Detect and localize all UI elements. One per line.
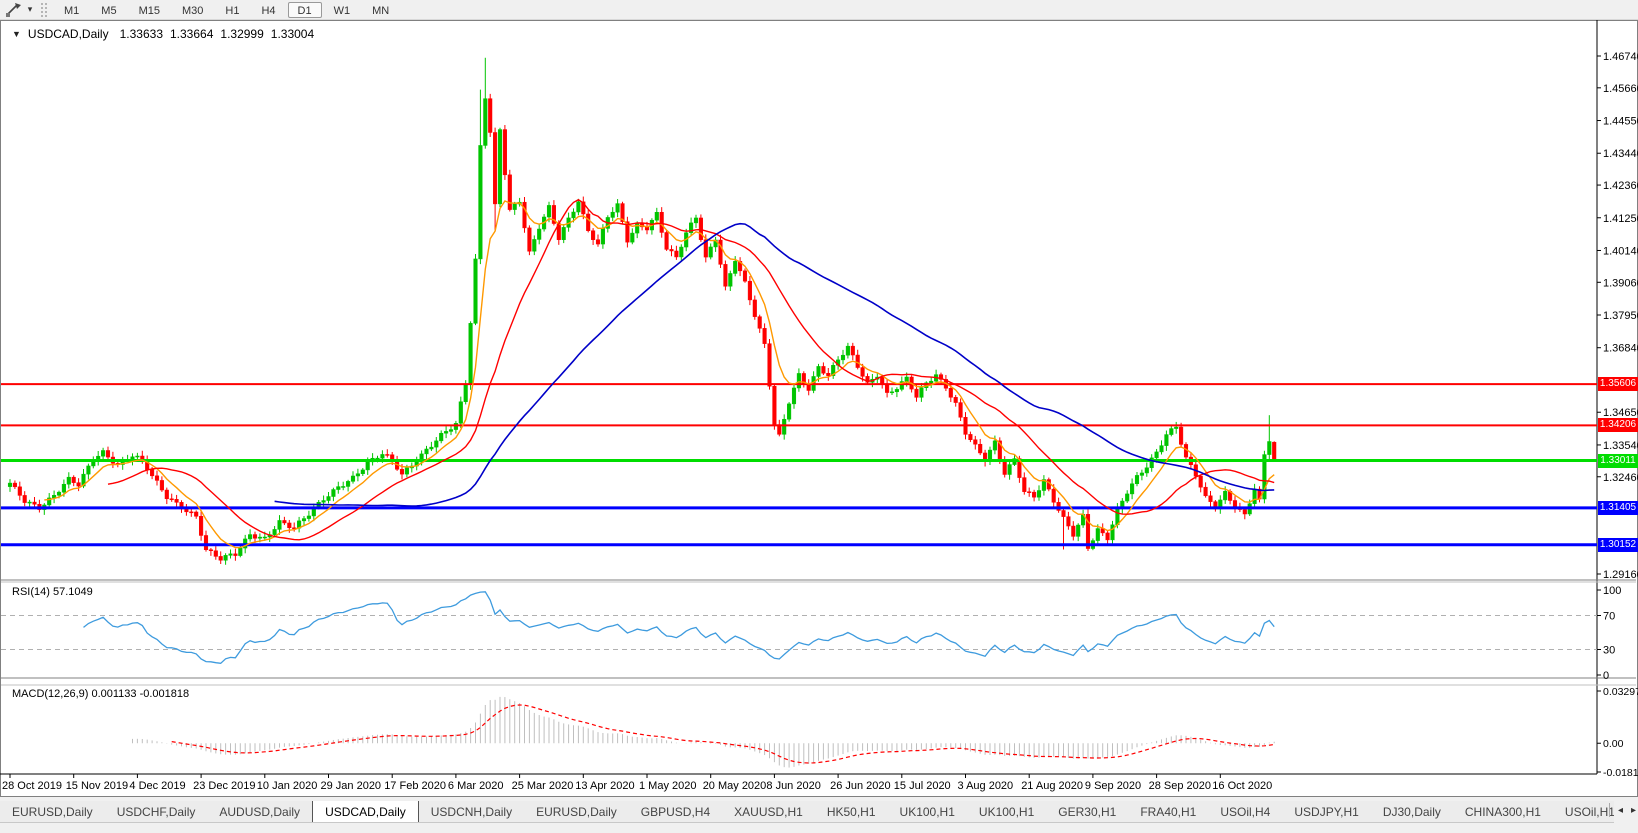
timeframe-buttons: M1 M5 M15 M30 H1 H4 D1 W1 MN [53,1,400,18]
timeframe-button-h1[interactable]: H1 [225,4,240,17]
axis-tick-label: 1.41250 [1603,213,1638,225]
chart-tab-uk100-h1[interactable]: UK100,H1 [887,801,967,822]
date-axis-label: 16 Oct 2020 [1212,780,1272,792]
chart-tab-eurusd-daily[interactable]: EURUSD,Daily [524,801,629,822]
tab-scroll-right-icon[interactable]: ▸ [1630,804,1636,816]
axis-tick-label: 1.32460 [1603,472,1638,484]
date-axis-label: 3 Aug 2020 [958,780,1014,792]
axis-tick-label: 1.44550 [1603,116,1638,128]
date-axis-label: 10 Jan 2020 [257,780,318,792]
chart-tabs: EURUSD,Daily USDCHF,Daily AUDUSD,Daily USDC… [0,801,1614,823]
date-axis-label: 29 Jan 2020 [321,780,382,792]
axis-tick-label: 1.45660 [1603,83,1638,95]
chart-tab-dj30-daily[interactable]: DJ30,Daily [1370,801,1453,822]
timeframe-button-d1[interactable]: D1 [287,1,322,18]
chart-tab-usoil-h1[interactable]: USOil,H1 [1552,801,1614,822]
price-line-tag-1.33011: 1.33011 [1598,453,1638,468]
axis-tick-label: -0.018154 [1603,767,1638,779]
tab-scroll-left-icon[interactable]: ◂ [1617,804,1623,816]
axis-tick-label: 0.00 [1603,738,1624,750]
price-line-tag-1.35606: 1.35606 [1598,377,1638,392]
ohlc-open: 1.33633 [119,27,163,41]
date-axis-label: 6 Mar 2020 [448,780,504,792]
toolbar-drag-handle[interactable] [41,2,47,17]
date-axis-label: 17 Feb 2020 [384,780,446,792]
draw-tool-icon[interactable] [3,2,23,18]
axis-tick-label: 30 [1603,645,1615,657]
timeframe-button-h4[interactable]: H4 [261,4,276,17]
tab-scroll-controls: ◂ ▸ [1608,803,1636,817]
chart-title: ▼ USDCAD,Daily 1.33633 1.33664 1.32999 1… [12,27,314,41]
date-axis-label: 15 Jul 2020 [894,780,951,792]
timeframe-button-m15[interactable]: M15 [138,4,160,17]
ohlc-high: 1.33664 [170,27,214,41]
chart-tab-uk100-h1[interactable]: UK100,H1 [966,801,1047,822]
chart-tab-ger30-h1[interactable]: GER30,H1 [1046,801,1129,822]
chart-collapse-icon[interactable]: ▼ [12,29,21,39]
chart-tab-hk50-h1[interactable]: HK50,H1 [814,801,888,822]
date-axis-label: 20 May 2020 [703,780,767,792]
price-line-tag-1.34206: 1.34206 [1598,418,1638,433]
chart-symbol-label: USDCAD,Daily [27,27,109,41]
rsi-indicator-label: RSI(14) 57.1049 [12,586,93,598]
timeframe-button-mn[interactable]: MN [372,4,390,17]
axis-tick-label: 0 [1603,670,1609,682]
timeframe-button-w1[interactable]: W1 [333,4,351,17]
date-axis-label: 25 Mar 2020 [512,780,574,792]
chart-tab-usdcnh-daily[interactable]: USDCNH,Daily [418,801,525,822]
ohlc-close: 1.33004 [270,27,315,41]
axis-tick-label: 1.39060 [1603,277,1638,289]
chart-tab-usdcad-daily[interactable]: USDCAD,Daily [312,801,419,822]
timeframe-toolbar: ▾ M1 M5 M15 M30 H1 H4 D1 W1 MN [0,0,1638,20]
chart-window: 1.46740 1.45660 1.44550 1.43440 1.42360 1.412… [0,20,1638,797]
axis-tick-label: 1.29160 [1603,569,1638,581]
date-axis-label: 13 Apr 2020 [575,780,634,792]
chart-tab-usoil-h4[interactable]: USOil,H4 [1208,801,1283,822]
axis-tick-label: 1.36840 [1603,343,1638,355]
date-axis-label: 21 Aug 2020 [1021,780,1083,792]
chart-tab-gbpusd-h4[interactable]: GBPUSD,H4 [628,801,723,822]
chart-tab-strip: EURUSD,Daily USDCHF,Daily AUDUSD,Daily USDC… [0,797,1638,833]
date-axis-label: 26 Jun 2020 [830,780,891,792]
tab-scroll-divider [1608,803,1610,817]
axis-tick-label: 1.40140 [1603,245,1638,257]
axis-tick-label: 1.33540 [1603,440,1638,452]
axis-tick-label: 70 [1603,611,1615,623]
axis-tick-label: 100 [1603,585,1621,597]
chart-tab-usdjpy-h1[interactable]: USDJPY,H1 [1282,801,1371,822]
chart-tab-eurusd-daily[interactable]: EURUSD,Daily [0,801,105,822]
chart-tab-usdchf-daily[interactable]: USDCHF,Daily [104,801,208,822]
timeframe-button-m5[interactable]: M5 [101,4,117,17]
axis-tick-label: 1.46740 [1603,51,1638,63]
chart-tab-fra40-h1[interactable]: FRA40,H1 [1128,801,1209,822]
date-axis-label: 8 Jun 2020 [766,780,820,792]
chart-tab-xauusd-h1[interactable]: XAUUSD,H1 [722,801,815,822]
axis-tick-label: 1.42360 [1603,180,1638,192]
date-axis-label: 23 Dec 2019 [193,780,255,792]
price-line-tag-1.30152: 1.30152 [1598,537,1638,552]
date-axis-label: 1 May 2020 [639,780,696,792]
timeframe-button-m1[interactable]: M1 [64,4,80,17]
draw-tool-dropdown-caret-icon[interactable]: ▾ [27,4,33,14]
axis-tick-label: 1.43440 [1603,148,1638,160]
chart-tab-china300-h1[interactable]: CHINA300,H1 [1452,801,1553,822]
date-axis-label: 28 Sep 2020 [1149,780,1211,792]
chart-tab-audusd-daily[interactable]: AUDUSD,Daily [207,801,313,822]
date-axis-label: 9 Sep 2020 [1085,780,1141,792]
axis-tick-label: 0.032972 [1603,686,1638,698]
date-axis-label: 15 Nov 2019 [66,780,128,792]
macd-indicator-label: MACD(12,26,9) 0.001133 -0.001818 [12,688,190,700]
candlestick-series [7,57,1277,565]
macd-histogram [132,696,1275,768]
axis-tick-label: 1.34650 [1603,407,1638,419]
date-axis-label: 4 Dec 2019 [129,780,185,792]
timeframe-button-m30[interactable]: M30 [181,4,204,17]
ohlc-low: 1.32999 [220,27,264,41]
axis-tick-label: 1.37950 [1603,310,1638,322]
price-chart-canvas[interactable]: 1.46740 1.45660 1.44550 1.43440 1.42360 1.412… [0,20,1638,797]
price-line-tag-1.31405: 1.31405 [1598,500,1638,515]
date-axis-label: 28 Oct 2019 [2,780,62,792]
